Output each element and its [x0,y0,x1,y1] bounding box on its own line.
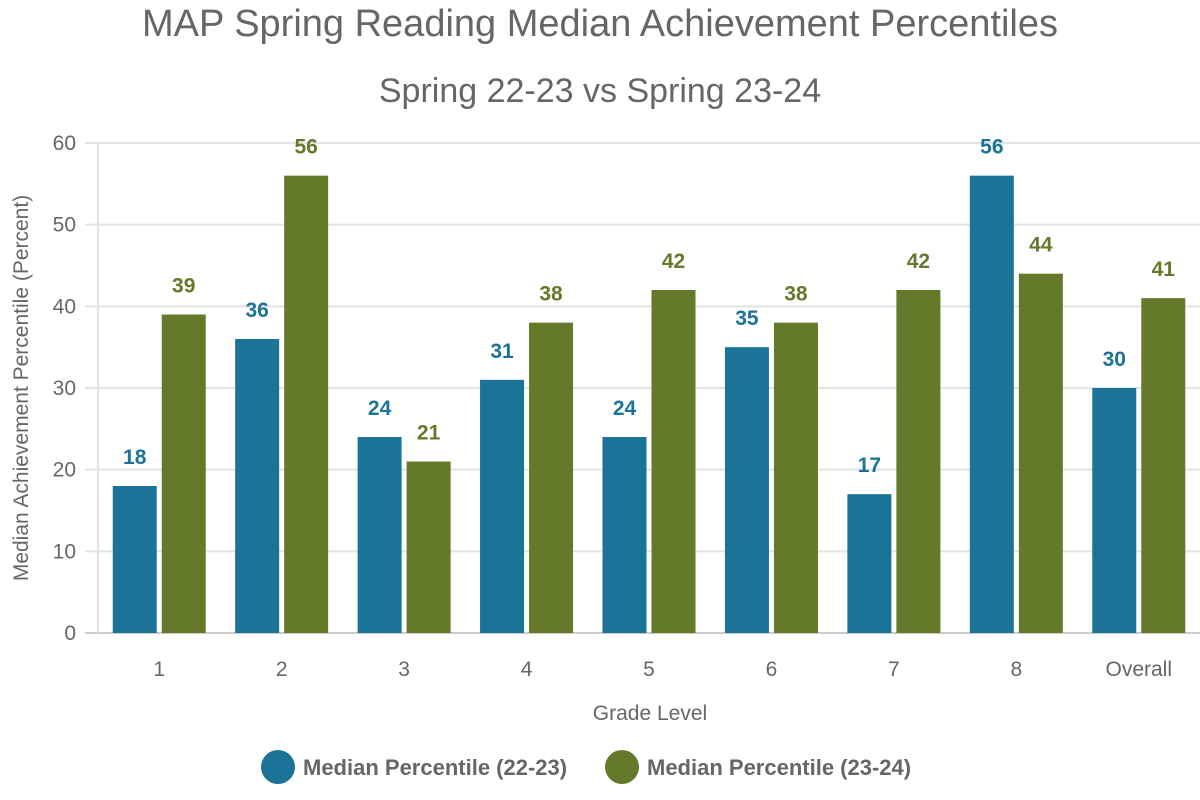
x-tick-label: 3 [398,658,410,681]
x-tick-label: Overall [1106,658,1173,681]
bar [969,175,1014,633]
data-label: 30 [1103,348,1126,371]
y-tick-label: 0 [64,622,76,645]
bar [847,494,892,633]
legend-marker [605,750,639,784]
data-label: 41 [1152,258,1176,281]
bar [724,347,769,633]
data-label: 44 [1029,234,1053,257]
x-tick-label: 4 [521,658,533,681]
bar [161,314,206,633]
y-tick-label: 40 [53,295,76,318]
legend-label: Median Percentile (23-24) [647,755,911,780]
y-tick-label: 30 [53,377,76,400]
data-label: 31 [490,340,514,363]
data-label: 24 [368,397,392,420]
y-tick-label: 20 [53,459,76,482]
data-label: 38 [539,283,563,306]
x-tick-label: 7 [888,658,900,681]
bar [235,339,280,633]
y-tick-label: 50 [53,214,76,237]
data-label: 36 [245,299,268,322]
bar [406,461,451,633]
data-label: 42 [907,250,930,273]
y-axis-ticks: 0 10 20 30 40 50 60 [53,132,76,645]
y-tick-label: 60 [53,132,76,155]
bar [529,322,574,633]
x-tick-label: 8 [1010,658,1022,681]
bar [773,322,818,633]
legend-label: Median Percentile (22-23) [303,755,567,780]
x-axis-label: Grade Level [593,702,707,725]
bars [112,175,1186,633]
data-label: 35 [735,307,759,330]
legend-marker [261,750,295,784]
bar [896,290,941,633]
data-label: 39 [172,275,195,298]
data-label: 21 [417,422,441,445]
chart-title: MAP Spring Reading Median Achievement Pe… [142,3,1058,45]
bar [357,437,402,633]
data-label: 18 [123,446,147,469]
legend: Median Percentile (22-23) Median Percenti… [261,750,911,784]
bar [284,175,329,633]
x-tick-label: 1 [153,658,165,681]
data-label: 17 [858,454,881,477]
y-tick-label: 10 [53,540,76,563]
x-tick-label: 6 [766,658,778,681]
y-axis-label: Median Achievement Percentile (Percent) [10,195,33,581]
bar [112,486,157,633]
x-axis-ticks: 1 2 3 4 5 6 7 8 Overall [153,658,1172,681]
bar [1018,273,1063,633]
bar [1092,388,1137,633]
data-labels: 18 39 36 56 24 21 31 38 24 42 35 38 17 42 56 44 30 41 [123,136,1176,477]
data-label: 56 [980,136,1003,159]
data-label: 42 [662,250,685,273]
x-tick-label: 2 [276,658,288,681]
data-label: 56 [294,136,317,159]
bar [1141,298,1186,633]
chart-subtitle: Spring 22-23 vs Spring 23-24 [379,72,821,110]
bar [602,437,647,633]
bar [480,379,525,633]
x-tick-label: 5 [643,658,655,681]
bar [651,290,696,633]
data-label: 38 [784,283,808,306]
data-label: 24 [613,397,637,420]
